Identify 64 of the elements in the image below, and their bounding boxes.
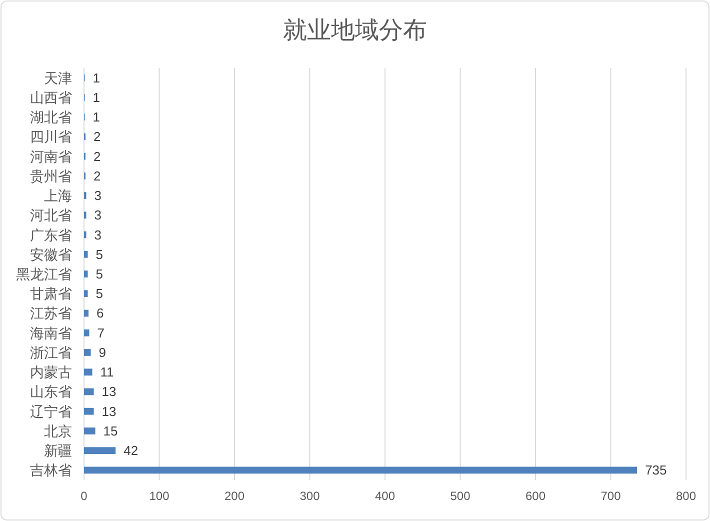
y-tick-label: 北京: [44, 422, 72, 439]
y-tick-label: 贵州省: [30, 168, 72, 184]
data-label: 3: [94, 188, 102, 204]
data-label: 2: [94, 148, 101, 164]
bar: [84, 447, 116, 454]
x-tick-label: 100: [149, 489, 170, 503]
data-label: 9: [98, 344, 106, 360]
x-tick-label: 300: [300, 489, 320, 503]
data-label: 13: [102, 404, 116, 419]
y-tick-label: 吉林省: [30, 462, 72, 478]
bar: [84, 408, 94, 415]
data-label: 1: [92, 90, 100, 105]
bar: [84, 466, 638, 474]
data-label: 42: [124, 443, 138, 458]
y-tick-label: 山东省: [30, 384, 72, 400]
y-tick-label: 四川省: [30, 128, 72, 145]
y-tick-label: 甘肃省: [30, 286, 72, 302]
data-label: 11: [100, 364, 114, 380]
y-tick-label: 安徽省: [30, 246, 72, 262]
y-tick-label: 河南省: [30, 148, 72, 164]
x-tick-label: 800: [676, 489, 696, 503]
x-tick-label: 600: [525, 489, 546, 503]
data-label: 3: [94, 208, 102, 223]
x-tick-label: 200: [224, 489, 245, 503]
data-label: 5: [96, 246, 103, 262]
data-label: 2: [94, 168, 101, 184]
data-label: 13: [102, 384, 116, 400]
y-tick-label: 上海: [44, 188, 72, 204]
data-label: 1: [92, 70, 100, 86]
data-label: 5: [96, 266, 103, 282]
bar: [84, 250, 88, 258]
bar: [84, 310, 89, 317]
y-tick-label: 新疆: [44, 442, 72, 459]
y-tick-label: 江苏省: [30, 305, 72, 322]
bar: [84, 368, 92, 376]
bar: [84, 349, 91, 356]
y-tick-label: 黑龙江省: [16, 266, 72, 282]
bar: [84, 270, 88, 278]
data-label: 735: [645, 462, 667, 478]
data-label: 2: [94, 129, 101, 144]
y-tick-label: 天津: [44, 70, 72, 86]
bar: [84, 428, 96, 434]
x-tick-label: 500: [450, 489, 471, 503]
y-tick-label: 内蒙古: [30, 364, 72, 380]
bar: [84, 329, 90, 336]
data-label: 5: [96, 286, 103, 302]
data-label: 15: [103, 423, 118, 438]
y-tick-label: 河北省: [30, 207, 72, 224]
x-tick-label: 400: [374, 489, 396, 503]
y-tick-label: 辽宁省: [30, 403, 72, 420]
y-tick-label: 海南省: [30, 324, 72, 341]
x-tick-label: 0: [80, 489, 88, 503]
bar: [84, 290, 88, 298]
y-tick-label: 浙江省: [30, 344, 72, 360]
x-tick-label: 700: [600, 489, 622, 503]
chart-title: 就业地域分布: [283, 17, 427, 44]
data-label: 6: [96, 306, 104, 321]
data-label: 3: [94, 227, 102, 242]
data-label: 7: [97, 325, 104, 340]
data-label: 1: [92, 110, 100, 125]
y-tick-label: 湖北省: [30, 109, 72, 126]
y-tick-label: 山西省: [30, 89, 72, 106]
bar: [84, 388, 94, 396]
y-tick-label: 广东省: [30, 226, 72, 243]
